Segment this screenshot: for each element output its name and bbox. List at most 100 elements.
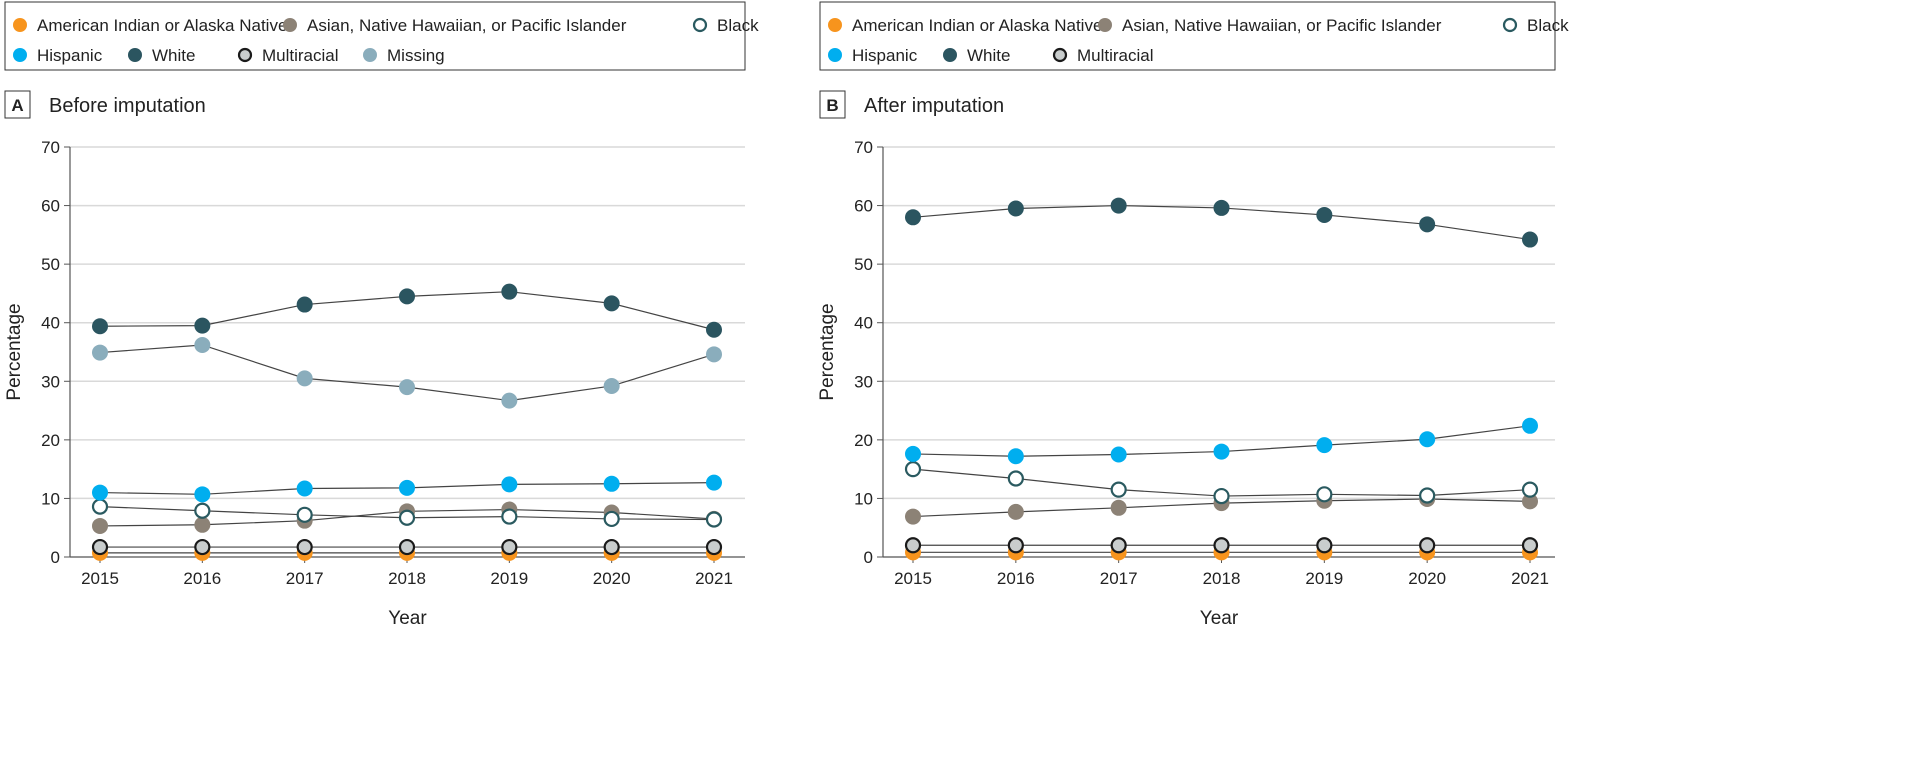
data-point xyxy=(1522,493,1538,510)
y-tick-label: 30 xyxy=(41,372,60,391)
data-point xyxy=(705,511,723,528)
legend-item: Black xyxy=(1502,16,1569,35)
data-point xyxy=(399,379,415,396)
data-point xyxy=(92,517,108,534)
x-tick-label: 2019 xyxy=(1305,569,1343,588)
legend-item: American Indian or Alaska Native xyxy=(13,16,287,35)
data-point xyxy=(603,377,620,394)
data-point xyxy=(1110,481,1127,498)
legend-item: Multiracial xyxy=(1052,46,1154,65)
legend-marker-icon xyxy=(692,17,708,33)
x-tick-label: 2015 xyxy=(81,569,119,588)
data-point xyxy=(399,288,415,305)
data-point xyxy=(92,484,108,501)
data-point xyxy=(1007,200,1024,217)
legend-label: Multiracial xyxy=(1077,46,1154,65)
legend-label: Missing xyxy=(387,46,445,65)
data-point xyxy=(706,474,722,491)
data-point xyxy=(501,283,518,300)
data-point xyxy=(1521,481,1539,498)
data-point xyxy=(296,506,313,523)
data-point xyxy=(1007,448,1024,465)
data-point xyxy=(194,336,211,353)
data-point xyxy=(1213,487,1230,505)
y-tick-label: 40 xyxy=(854,314,873,333)
y-tick-label: 50 xyxy=(41,255,60,274)
legend-label: Black xyxy=(717,16,759,35)
data-point xyxy=(705,538,723,556)
y-tick-label: 0 xyxy=(864,548,873,567)
panel-label-box xyxy=(819,90,846,119)
legend-label: Black xyxy=(1527,16,1569,35)
legend-label: American Indian or Alaska Native xyxy=(37,16,287,35)
data-point xyxy=(92,318,108,335)
legend-label: Asian, Native Hawaiian, or Pacific Islan… xyxy=(307,16,627,35)
data-point xyxy=(1213,443,1230,460)
data-point xyxy=(501,476,518,493)
y-tick-label: 30 xyxy=(854,372,873,391)
data-point xyxy=(296,296,313,313)
data-point xyxy=(1419,431,1436,448)
data-point xyxy=(194,317,211,334)
chart-panel-a: American Indian or Alaska Native Asian, N… xyxy=(4,1,759,629)
data-point xyxy=(296,370,313,387)
x-tick-label: 2019 xyxy=(490,569,528,588)
data-point xyxy=(1522,417,1538,434)
data-point xyxy=(706,346,722,363)
legend-item: Asian, Native Hawaiian, or Pacific Islan… xyxy=(1098,16,1442,35)
data-point xyxy=(194,502,211,519)
y-tick-label: 10 xyxy=(41,489,60,508)
panel-label: B xyxy=(826,96,838,115)
data-point xyxy=(194,486,211,503)
legend-item: Hispanic xyxy=(828,46,918,65)
data-point xyxy=(296,480,313,497)
data-point xyxy=(399,479,415,496)
legend-marker-icon xyxy=(237,47,253,63)
panel-title: Before imputation xyxy=(49,95,206,117)
x-tick-label: 2017 xyxy=(286,569,324,588)
data-point xyxy=(1007,470,1024,487)
legend-item: Asian, Native Hawaiian, or Pacific Islan… xyxy=(283,16,627,35)
data-point xyxy=(905,445,921,462)
x-tick-label: 2021 xyxy=(695,569,733,588)
x-tick-label: 2020 xyxy=(593,569,631,588)
legend-label: Asian, Native Hawaiian, or Pacific Islan… xyxy=(1122,16,1442,35)
legend-marker-icon xyxy=(943,48,957,62)
x-tick-label: 2016 xyxy=(997,569,1035,588)
data-point xyxy=(398,509,416,526)
y-tick-label: 10 xyxy=(854,489,873,508)
data-point xyxy=(501,508,518,525)
x-axis-title: Year xyxy=(1200,608,1239,629)
legend-label: Multiracial xyxy=(262,46,339,65)
legend: American Indian or Alaska Native Asian, N… xyxy=(819,1,1569,71)
legend-label: White xyxy=(967,46,1010,65)
y-tick-label: 20 xyxy=(854,431,873,450)
data-point xyxy=(1521,537,1539,554)
legend-marker-icon xyxy=(13,48,27,62)
legend-marker-icon xyxy=(363,48,377,62)
legend-marker-icon xyxy=(828,48,842,62)
data-point xyxy=(1110,537,1127,554)
x-tick-label: 2015 xyxy=(894,569,932,588)
panel-label: A xyxy=(11,96,23,115)
y-axis-title: Percentage xyxy=(817,303,838,400)
legend-item: White xyxy=(128,46,195,65)
legend-marker-icon xyxy=(13,18,27,32)
x-tick-label: 2017 xyxy=(1100,569,1138,588)
data-point xyxy=(706,321,722,338)
data-point xyxy=(92,344,108,361)
data-point xyxy=(296,538,313,556)
y-tick-label: 20 xyxy=(41,431,60,450)
data-point xyxy=(1316,537,1333,554)
legend-item: White xyxy=(943,46,1010,65)
data-point xyxy=(1419,537,1436,554)
legend-marker-icon xyxy=(1098,18,1112,32)
legend-item: Missing xyxy=(363,46,445,65)
y-tick-label: 70 xyxy=(854,138,873,157)
legend-label: American Indian or Alaska Native xyxy=(852,16,1102,35)
legend-label: Hispanic xyxy=(852,46,918,65)
data-point xyxy=(1316,206,1333,223)
data-point xyxy=(603,538,620,556)
legend-label: Hispanic xyxy=(37,46,103,65)
